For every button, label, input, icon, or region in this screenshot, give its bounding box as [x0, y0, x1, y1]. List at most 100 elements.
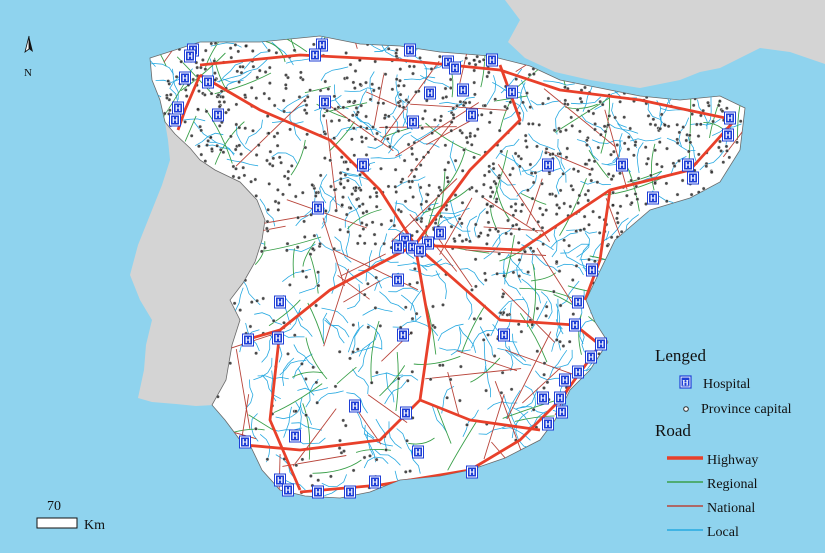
hospital-marker[interactable]: H — [722, 128, 734, 142]
province-capital-dot — [332, 136, 337, 141]
hospital-marker[interactable]: H — [407, 115, 419, 129]
hospital-marker[interactable]: H — [424, 86, 436, 100]
province-capital-dot — [389, 218, 394, 223]
local-road — [322, 312, 328, 344]
hospital-marker[interactable]: H — [585, 350, 597, 364]
hospital-marker[interactable]: H — [542, 417, 554, 431]
legend-national-label: National — [707, 501, 755, 516]
hospital-marker[interactable]: H — [647, 191, 659, 205]
hospital-marker[interactable]: H — [239, 435, 251, 449]
hospital-marker[interactable]: H — [400, 406, 412, 420]
hospital-marker[interactable]: H — [179, 71, 191, 85]
regional-road — [204, 108, 233, 164]
hospital-marker[interactable]: H — [595, 337, 607, 351]
hospital-marker[interactable]: H — [572, 365, 584, 379]
hospital-marker[interactable]: H — [319, 95, 331, 109]
hospital-marker[interactable]: H — [422, 236, 434, 250]
hospital-marker[interactable]: H — [369, 475, 381, 489]
province-capital-dot — [569, 183, 574, 188]
hospital-marker[interactable]: H — [392, 273, 404, 287]
province-capital-dot — [482, 173, 487, 178]
hospital-marker[interactable]: H — [466, 465, 478, 479]
province-capital-dot — [407, 282, 412, 287]
hospital-marker[interactable]: H — [724, 111, 736, 125]
hospital-marker[interactable]: H — [312, 485, 324, 499]
hospital-marker[interactable]: H — [687, 171, 699, 185]
province-capital-dot — [198, 124, 203, 129]
province-capital-dot — [437, 363, 442, 368]
local-road — [347, 324, 364, 353]
hospital-marker-letter: H — [395, 276, 401, 285]
hospital-marker-letter: H — [285, 486, 291, 495]
local-road — [403, 76, 436, 81]
hospital-marker[interactable]: H — [242, 333, 254, 347]
hospital-marker[interactable]: H — [172, 101, 184, 115]
hospital-marker[interactable]: H — [309, 48, 321, 62]
hospital-marker[interactable]: H — [586, 263, 598, 277]
hospital-marker[interactable]: H — [537, 391, 549, 405]
hospital-marker[interactable]: H — [506, 85, 518, 99]
hospital-marker[interactable]: H — [486, 53, 498, 67]
highway-road — [199, 73, 417, 246]
hospital-marker[interactable]: H — [357, 158, 369, 172]
hospital-marker[interactable]: H — [169, 113, 181, 127]
hospital-marker[interactable]: H — [399, 233, 411, 247]
hospital-marker[interactable]: H — [274, 473, 286, 487]
hospital-marker-letter: H — [650, 194, 656, 203]
hospital-marker[interactable]: H — [449, 61, 461, 75]
province-capital-dot — [332, 94, 337, 99]
hospital-marker[interactable]: H — [554, 391, 566, 405]
hospital-marker[interactable]: H — [349, 399, 361, 413]
hospital-marker[interactable]: H — [184, 49, 196, 63]
province-capital-dot — [649, 173, 653, 178]
hospital-marker[interactable]: H — [498, 328, 510, 342]
hospital-marker[interactable]: H — [556, 405, 568, 419]
province-capital-dot — [346, 229, 350, 234]
hospital-marker[interactable]: H — [414, 243, 426, 257]
province-capital-dot — [443, 143, 448, 148]
hospital-marker[interactable]: H — [202, 75, 214, 89]
hospital-marker[interactable]: H — [392, 240, 404, 254]
hospital-marker[interactable]: H — [289, 429, 301, 443]
province-capital-dot — [196, 107, 200, 112]
local-road — [612, 133, 623, 162]
province-capital-dot — [287, 182, 292, 187]
hospital-marker[interactable]: H — [682, 158, 694, 172]
province-capital-dot — [570, 124, 575, 128]
province-capital-dot — [255, 75, 260, 80]
hospital-marker[interactable]: H — [312, 201, 324, 215]
hospital-marker-letter: H — [509, 88, 515, 97]
hospital-marker[interactable]: H — [412, 445, 424, 459]
hospital-marker[interactable]: H — [272, 331, 284, 345]
hospital-marker[interactable]: H — [572, 295, 584, 309]
hospital-marker[interactable]: H — [434, 226, 446, 240]
province-capital-dot — [254, 96, 259, 101]
hospital-marker[interactable]: H — [274, 295, 286, 309]
local-road — [374, 449, 401, 466]
province-capital-dot — [221, 95, 225, 99]
local-road — [570, 96, 601, 105]
hospital-marker[interactable]: H — [466, 108, 478, 122]
hospital-marker[interactable]: H — [282, 483, 294, 497]
hospital-marker[interactable]: H — [404, 43, 416, 57]
province-capital-dot — [499, 390, 504, 395]
hospital-marker[interactable]: H — [559, 373, 571, 387]
province-capital-dot — [711, 119, 715, 124]
province-capital-dot — [302, 98, 307, 103]
province-capital-dot — [455, 103, 459, 108]
hospital-marker[interactable]: H — [569, 318, 581, 332]
province-capital-dot — [494, 197, 499, 202]
province-capital-dot — [477, 59, 482, 64]
province-capital-dot — [361, 227, 366, 231]
hospital-marker[interactable]: H — [212, 108, 224, 122]
province-capital-dot — [603, 129, 608, 134]
province-capital-dot — [217, 104, 222, 109]
province-capital-dot — [414, 311, 419, 316]
hospital-marker[interactable]: H — [316, 38, 328, 52]
province-capital-dot — [576, 201, 580, 205]
hospital-marker[interactable]: H — [397, 328, 409, 342]
hospital-marker[interactable]: H — [542, 158, 554, 172]
hospital-marker[interactable]: H — [344, 485, 356, 499]
hospital-marker[interactable]: H — [457, 83, 469, 97]
hospital-marker[interactable]: H — [616, 158, 628, 172]
